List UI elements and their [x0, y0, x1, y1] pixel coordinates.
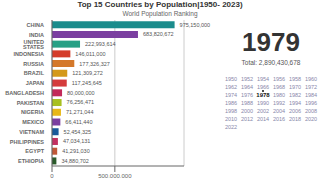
svg-text:222,993,614: 222,993,614	[85, 41, 116, 47]
svg-text:0: 0	[50, 173, 54, 178]
svg-text:66,411,440: 66,411,440	[65, 119, 92, 125]
svg-text:683,820,672: 683,820,672	[143, 31, 174, 37]
svg-text:PAKISTAN: PAKISTAN	[17, 100, 44, 106]
svg-text:117,245,645: 117,245,645	[72, 80, 102, 86]
html-text:1998 2000 2002 2004 2006 2008: 1998 2000 2002 2004 2006 2008	[224, 108, 318, 114]
svg-text:PHILIPPINES: PHILIPPINES	[10, 139, 45, 145]
html-text:Total: 2,890,430,678: Total: 2,890,430,678	[241, 59, 301, 66]
svg-text:80,000,000: 80,000,000	[67, 90, 95, 96]
svg-text:INDONESIA: INDONESIA	[13, 51, 44, 57]
svg-text:MEXICO: MEXICO	[22, 119, 44, 125]
svg-text:34,880,702: 34,880,702	[61, 158, 89, 164]
html-text:1950 1952 1954 1956 1958 1960: 1950 1952 1954 1956 1958 1960	[224, 76, 318, 82]
svg-text:UNITEDSTATES: UNITEDSTATES	[23, 39, 44, 51]
svg-text:NIGERIA: NIGERIA	[21, 109, 44, 115]
svg-text:71,271,044: 71,271,044	[66, 109, 94, 115]
svg-text:INDIA: INDIA	[29, 32, 44, 38]
svg-text:47,034,131: 47,034,131	[63, 138, 91, 144]
svg-text:ETHIOPIA: ETHIOPIA	[18, 158, 44, 164]
svg-text:BRAZIL: BRAZIL	[24, 70, 45, 76]
html-text:Top 15 Countries by Population: Top 15 Countries by Population|1950- 202…	[77, 0, 243, 9]
svg-text:RUSSIA: RUSSIA	[23, 61, 44, 67]
svg-text:76,256,471: 76,256,471	[67, 99, 95, 105]
svg-text:JAPAN: JAPAN	[26, 80, 44, 86]
svg-text:177,326,327: 177,326,327	[79, 61, 110, 67]
html-text:World Population Ranking: World Population Ranking	[122, 10, 198, 17]
html-text:1986 1988 1990 1992 1994 1996: 1986 1988 1990 1992 1994 1996	[224, 100, 318, 106]
svg-text:CHINA: CHINA	[27, 22, 44, 28]
svg-text:52,454,325: 52,454,325	[64, 129, 92, 135]
svg-text:146,011,000: 146,011,000	[75, 51, 105, 57]
svg-text:BANGLADESH: BANGLADESH	[8, 90, 44, 96]
svg-text:VIETNAM: VIETNAM	[19, 129, 44, 135]
svg-text:121,309,272: 121,309,272	[72, 70, 103, 76]
svg-text:500,000,000: 500,000,000	[98, 173, 132, 178]
html-text:1979: 1979	[242, 27, 300, 57]
svg-text:975,150,000: 975,150,000	[180, 22, 211, 28]
svg-text:EGYPT: EGYPT	[25, 148, 44, 154]
html-text:1974 1976 1978 1980 1982 1984: 1974 1976 1978 1980 1982 1984	[224, 92, 318, 98]
html-text:2010 2012 2014 2016 2018 2020: 2010 2012 2014 2016 2018 2020	[224, 116, 318, 122]
html-text:1962 1964 1966 1968 1970 1972: 1962 1964 1966 1968 1970 1972	[224, 84, 318, 90]
html-text:2022: 2022	[224, 124, 238, 130]
svg-text:41,291,030: 41,291,030	[62, 148, 90, 154]
